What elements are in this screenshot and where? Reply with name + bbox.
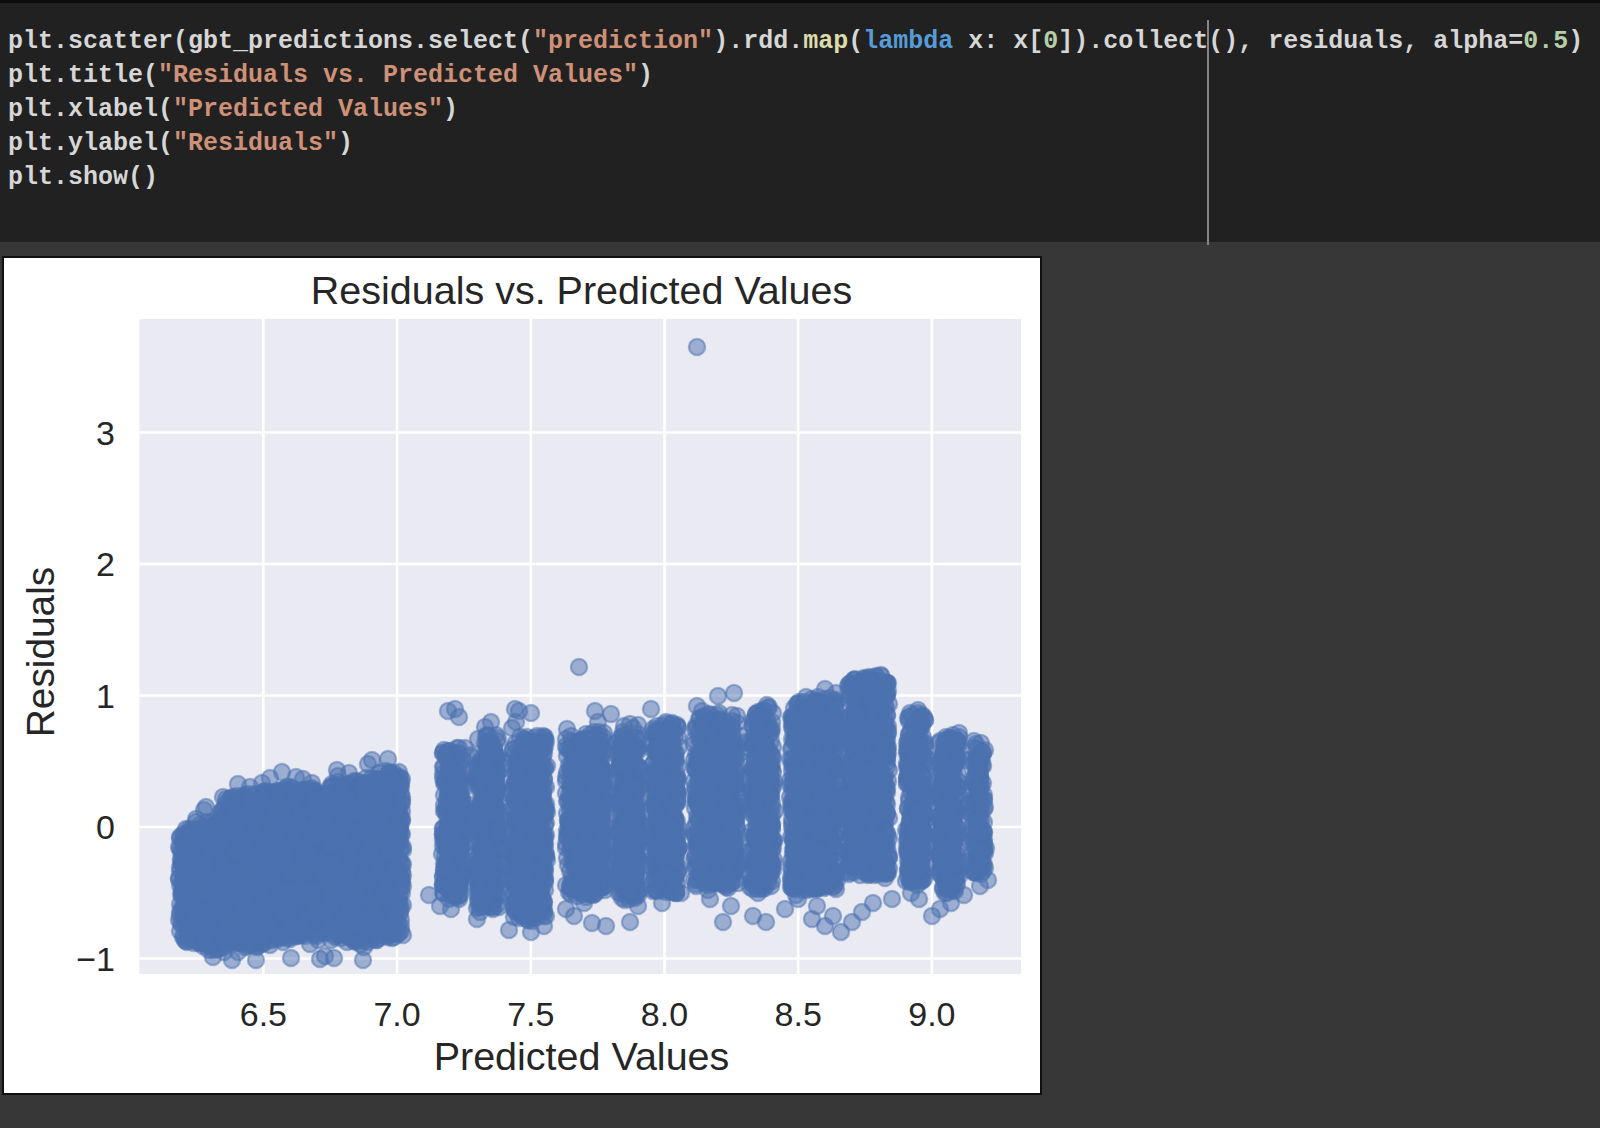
svg-text:7.0: 7.0 <box>373 995 420 1033</box>
svg-text:6.5: 6.5 <box>240 995 287 1033</box>
svg-text:1: 1 <box>96 676 115 714</box>
svg-text:Residuals vs. Predicted Values: Residuals vs. Predicted Values <box>311 268 853 312</box>
svg-text:8.5: 8.5 <box>775 995 822 1033</box>
svg-text:Residuals: Residuals <box>19 566 62 736</box>
svg-text:0: 0 <box>96 808 115 846</box>
svg-text:Predicted Values: Predicted Values <box>434 1034 730 1078</box>
svg-text:8.0: 8.0 <box>641 995 688 1033</box>
svg-text:−1: −1 <box>76 939 115 977</box>
svg-text:3: 3 <box>96 413 115 451</box>
svg-text:2: 2 <box>96 545 115 583</box>
svg-text:9.0: 9.0 <box>908 995 955 1033</box>
svg-text:7.5: 7.5 <box>507 995 554 1033</box>
